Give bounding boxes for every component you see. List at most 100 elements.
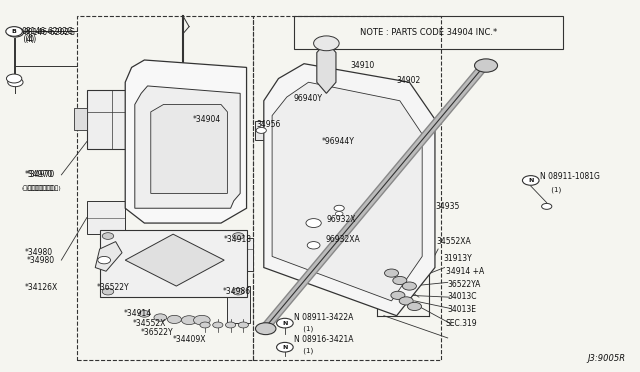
- Text: *34980: *34980: [26, 256, 54, 264]
- Circle shape: [399, 297, 413, 305]
- Circle shape: [102, 233, 114, 239]
- Text: *34904: *34904: [192, 115, 221, 124]
- Polygon shape: [317, 41, 336, 93]
- Text: (構成部品は別販売): (構成部品は別販売): [21, 185, 56, 190]
- Circle shape: [474, 59, 497, 72]
- Circle shape: [522, 176, 539, 185]
- Text: (1): (1): [301, 326, 313, 332]
- Text: 34956: 34956: [256, 121, 280, 129]
- Circle shape: [276, 342, 293, 352]
- Bar: [294, 16, 563, 49]
- Text: *36522Y: *36522Y: [141, 328, 174, 337]
- Text: *34552X: *34552X: [133, 320, 166, 328]
- Text: N: N: [528, 178, 533, 183]
- Bar: [234, 238, 253, 271]
- Text: 34935: 34935: [435, 202, 460, 211]
- Bar: [253, 16, 442, 360]
- Text: 34013C: 34013C: [448, 292, 477, 301]
- Text: 96940Y: 96940Y: [293, 94, 322, 103]
- Circle shape: [335, 212, 343, 216]
- Text: N 08916-3421A: N 08916-3421A: [294, 335, 354, 344]
- Circle shape: [98, 256, 111, 264]
- Polygon shape: [125, 234, 224, 286]
- Circle shape: [6, 27, 22, 36]
- Text: (4): (4): [21, 35, 35, 44]
- Text: *36522Y: *36522Y: [97, 283, 129, 292]
- Circle shape: [232, 233, 244, 239]
- Polygon shape: [264, 64, 435, 316]
- Circle shape: [256, 128, 266, 134]
- Text: N 08911-1081G: N 08911-1081G: [540, 172, 600, 181]
- Text: 08146-6202G: 08146-6202G: [23, 28, 75, 37]
- Text: N 08911-3422A: N 08911-3422A: [294, 313, 354, 322]
- Polygon shape: [272, 82, 422, 301]
- Bar: [87, 201, 125, 234]
- Circle shape: [334, 205, 344, 211]
- Text: NOTE : PARTS CODE 34904 INC.*: NOTE : PARTS CODE 34904 INC.*: [360, 28, 497, 37]
- Circle shape: [393, 276, 407, 285]
- Circle shape: [7, 28, 24, 37]
- Circle shape: [154, 314, 167, 321]
- Circle shape: [200, 322, 210, 328]
- Circle shape: [168, 315, 181, 324]
- Text: 08146-6202G: 08146-6202G: [21, 27, 73, 36]
- Polygon shape: [151, 105, 227, 193]
- Circle shape: [238, 322, 248, 328]
- Text: 36522YA: 36522YA: [448, 280, 481, 289]
- Text: (1): (1): [548, 186, 561, 193]
- Polygon shape: [95, 241, 122, 271]
- Circle shape: [102, 288, 114, 295]
- Circle shape: [403, 282, 417, 290]
- Text: 34902: 34902: [397, 76, 421, 85]
- Circle shape: [306, 219, 321, 228]
- Text: *34914: *34914: [124, 310, 152, 318]
- Circle shape: [276, 318, 293, 328]
- Text: *34409X: *34409X: [173, 335, 207, 344]
- Text: N: N: [282, 321, 287, 326]
- Circle shape: [408, 302, 422, 311]
- Text: 96932X: 96932X: [326, 215, 356, 224]
- Circle shape: [193, 315, 210, 325]
- Text: 96932XA: 96932XA: [325, 235, 360, 244]
- Polygon shape: [135, 86, 240, 208]
- Text: *34126X: *34126X: [25, 283, 58, 292]
- Circle shape: [212, 322, 223, 328]
- Bar: [227, 286, 250, 323]
- Circle shape: [6, 74, 22, 83]
- Text: *34970: *34970: [26, 170, 54, 179]
- Circle shape: [314, 36, 339, 51]
- Text: *34970: *34970: [25, 170, 53, 179]
- Bar: [255, 121, 272, 140]
- Text: B: B: [12, 29, 17, 34]
- Circle shape: [385, 269, 399, 277]
- Bar: [138, 247, 208, 280]
- Circle shape: [541, 203, 552, 209]
- Text: *34986: *34986: [223, 287, 251, 296]
- Polygon shape: [125, 60, 246, 223]
- Circle shape: [8, 78, 23, 87]
- Text: *34980: *34980: [25, 248, 53, 257]
- Bar: [77, 16, 253, 360]
- Circle shape: [307, 241, 320, 249]
- Circle shape: [391, 291, 405, 299]
- Text: 31913Y: 31913Y: [444, 254, 472, 263]
- Text: 34914 +A: 34914 +A: [446, 267, 484, 276]
- Text: 34013E: 34013E: [448, 305, 477, 314]
- Text: B: B: [13, 30, 18, 35]
- Circle shape: [232, 288, 244, 295]
- Polygon shape: [100, 231, 246, 297]
- Bar: [74, 108, 87, 131]
- Text: *34918: *34918: [224, 235, 252, 244]
- Circle shape: [181, 316, 196, 325]
- Text: SEC.319: SEC.319: [446, 319, 477, 328]
- Text: J3:9005R: J3:9005R: [587, 354, 625, 363]
- Text: *96944Y: *96944Y: [322, 137, 355, 146]
- Text: 34910: 34910: [351, 61, 375, 70]
- Text: (1): (1): [301, 348, 313, 354]
- Text: 34552XA: 34552XA: [437, 237, 472, 246]
- Text: (4): (4): [23, 35, 36, 44]
- Circle shape: [255, 323, 276, 335]
- Text: N: N: [282, 345, 287, 350]
- Circle shape: [139, 311, 150, 317]
- Circle shape: [225, 322, 236, 328]
